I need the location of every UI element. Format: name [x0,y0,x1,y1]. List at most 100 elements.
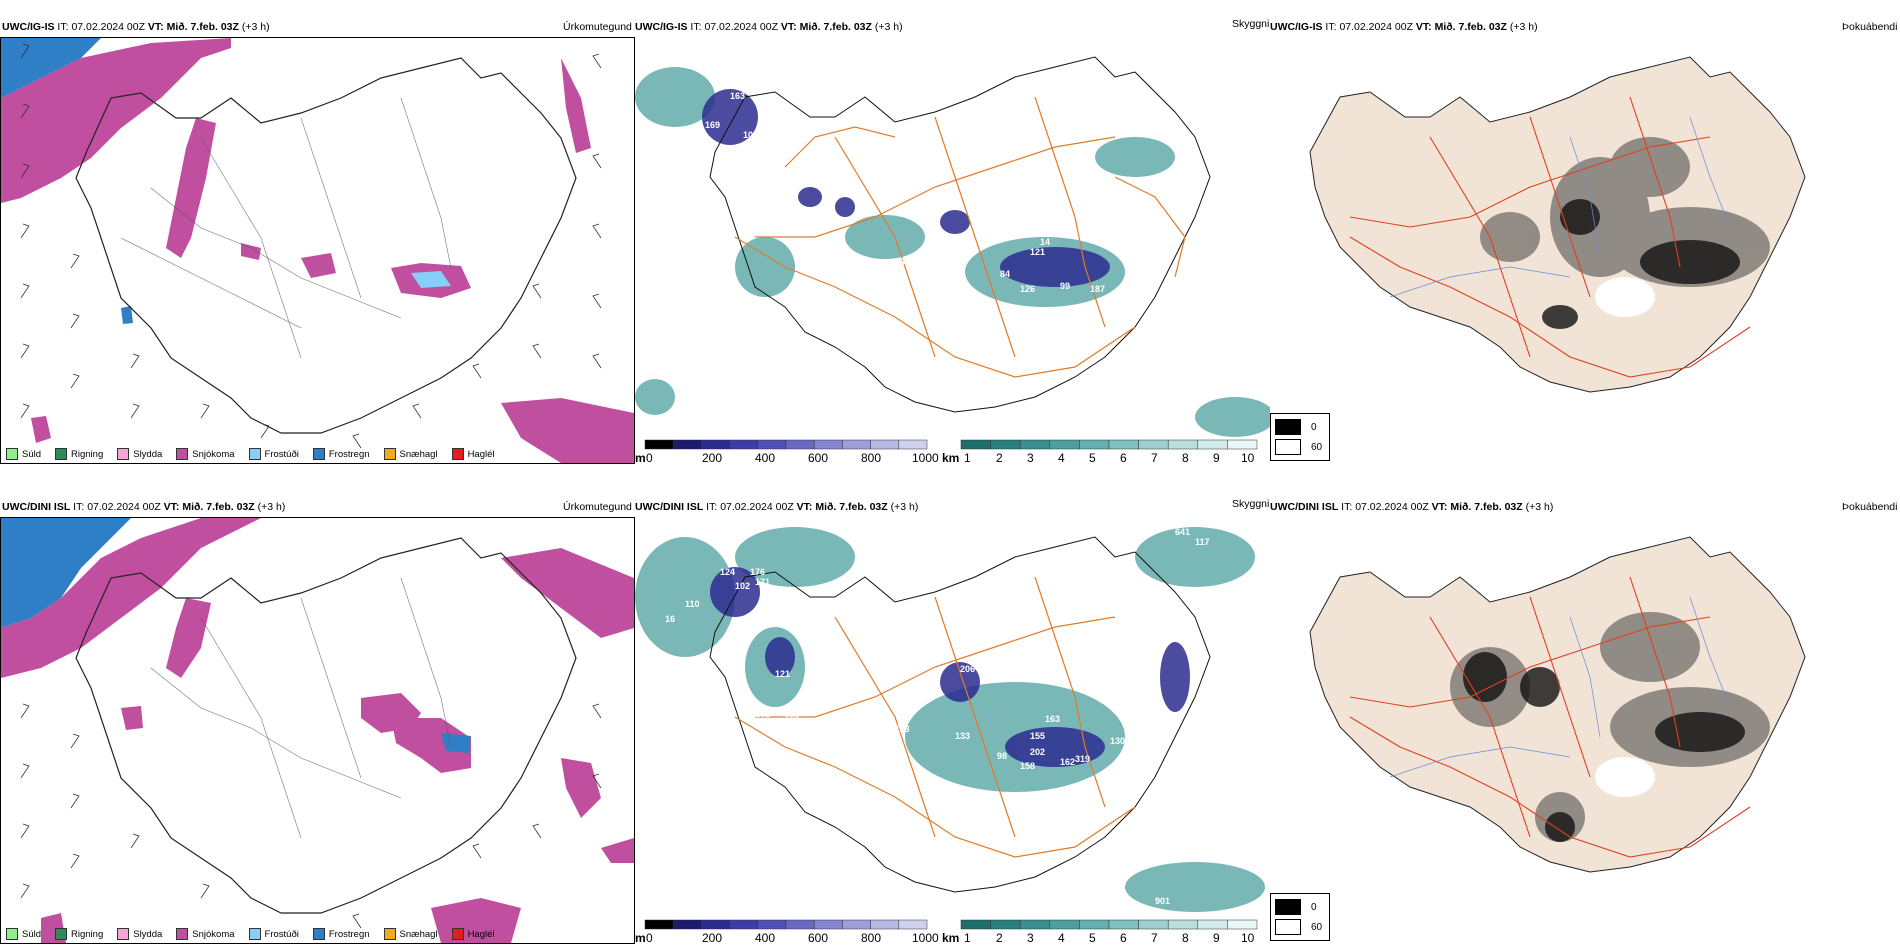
visibility-map-row2: 102 124 176 171 16 110 121 25 102 101 11… [635,517,1270,917]
vis-value: 77 [735,189,745,199]
fog-panel-row1: UWC/IG-IS IT: 07.02.2024 00Z VT: Mið. 7.… [1270,15,1900,465]
fog-swatch-dark [1275,419,1301,435]
legend-item-slydda: Slydda [117,928,162,940]
vis-value: 162 [1060,757,1075,767]
vis-tick: 5 [1089,451,1096,465]
legend-item-haglel: Haglél [451,448,495,460]
vis-tick: 10 [1241,451,1255,465]
vis-colorbar-segment [1197,439,1228,450]
legend-item-sald: Súld [6,448,41,460]
fog-title-row1: UWC/IG-IS IT: 07.02.2024 00Z VT: Mið. 7.… [1270,21,1538,33]
legend-swatch [312,448,325,460]
height-colorbar-segment [701,439,730,450]
legend-swatch [117,928,130,940]
legend-swatch [451,448,464,460]
vis-value: 28 [980,629,990,639]
legend-swatch [248,448,261,460]
precip-map-row2 [0,517,635,944]
height-unit: m [635,451,646,465]
vis-value: 207 [1020,229,1035,239]
vis-value: 171 [755,577,770,587]
precip-legend-row2: Súld Rigning Slydda Snjókoma Frostúði Fr… [6,928,503,940]
fog-legend-row2: 0 60 [1270,893,1330,941]
vis-tick: 10 [1241,931,1255,945]
legend-item-frostudi: Frostúði [248,928,299,940]
vis-value: 98 [997,751,1007,761]
legend-item-snaehagl: Snæhagl [383,928,438,940]
height-colorbar-row2: m 0 200 400 600 800 1000 km 1 2 3 4 5 6 … [635,917,1270,945]
vis-value: 96 [900,257,910,267]
fog-swatch-light [1275,439,1301,455]
legend-swatch [6,928,18,940]
legend-item-snjokoma: Snjókoma [176,448,235,460]
vis-value: 263 [710,204,725,214]
legend-swatch [383,928,396,940]
vis-value: 25 [815,654,825,664]
height-tick: 0 [646,451,653,465]
vis-colorbar-segment [960,439,991,450]
vis-colorbar-segment [1049,439,1080,450]
vis-colorbar-segment [1167,919,1199,930]
vis-value: 176 [750,567,765,577]
height-colorbar-segment [757,439,787,450]
vis-colorbar-segment [1019,919,1051,930]
legend-swatch [55,928,68,940]
vis-value: 319 [1075,754,1090,764]
vis-value: 155 [1030,731,1045,741]
fog-label-row1: Þokuábendi [1842,21,1898,33]
fog-map-row1 [1270,37,1900,417]
vis-colorbar-segment [1079,439,1110,450]
vis-value: 192 [1000,189,1015,199]
height-tick: 0 [646,931,653,945]
vis-value: 126 [1020,284,1035,294]
vis-value: 99 [1060,281,1070,291]
vis-value: 109 [743,130,758,140]
height-colorbar-segment [785,919,815,930]
vis-value: 102 [735,581,750,591]
vis-tick: 8 [1182,451,1189,465]
vis-tick: 2 [996,451,1003,465]
legend-item-snjokoma: Snjókoma [176,928,235,940]
height-colorbar-segment [842,919,871,930]
vis-colorbar-segment [1227,919,1258,930]
height-tick: 400 [755,931,775,945]
visibility-panel-row2: UWC/DINI ISL IT: 07.02.2024 00Z VT: Mið.… [635,495,1270,945]
precip-panel-row2: UWC/DINI ISL IT: 07.02.2024 00Z VT: Mið.… [0,495,635,945]
vis-value: 110 [685,599,700,609]
vis-value: 14 [965,199,975,209]
legend-swatch [55,448,68,460]
fog-swatch-light [1275,919,1301,935]
vis-value: 124 [720,567,735,577]
vis-value: 84 [1000,269,1010,279]
vis-tick: 3 [1027,931,1034,945]
vis-colorbar-segment [990,439,1021,450]
height-colorbar-segment [644,919,674,930]
precip-type-label-row1: Úrkomutegund [563,21,632,33]
vis-value: 130 [1110,736,1125,746]
height-colorbar-segment [813,919,843,930]
vis-value: 458 [1065,309,1080,319]
vis-colorbar-segment [1108,919,1139,930]
height-colorbar-segment [785,439,815,450]
height-colorbar-row1: m 0 200 400 600 800 1000 km 1 2 3 4 5 6 … [635,437,1270,465]
vis-tick: 3 [1027,451,1034,465]
precip-title-row1: UWC/IG-IS IT: 07.02.2024 00Z VT: Mið. 7.… [2,21,270,33]
vis-value: 117 [1195,537,1210,547]
vis-tick: 9 [1213,931,1220,945]
vis-colorbar-segment [1167,439,1199,450]
legend-swatch [248,928,261,940]
height-colorbar-segment [842,439,871,450]
vis-value: 641 [1175,527,1190,537]
vis-value: 16 [665,614,675,624]
height-colorbar-segment [813,439,843,450]
height-tick: 200 [702,931,722,945]
legend-item-frostudi: Frostúði [248,448,299,460]
vis-tick: 8 [1182,931,1189,945]
height-tick: 600 [808,451,828,465]
precip-type-label-row2: Úrkomutegund [563,501,632,513]
vis-value: 90 [955,249,965,259]
vis-value: 12 [1120,284,1130,294]
height-tick: 1000 [912,931,939,945]
vis-value: 52 [995,654,1005,664]
legend-swatch [176,928,189,940]
